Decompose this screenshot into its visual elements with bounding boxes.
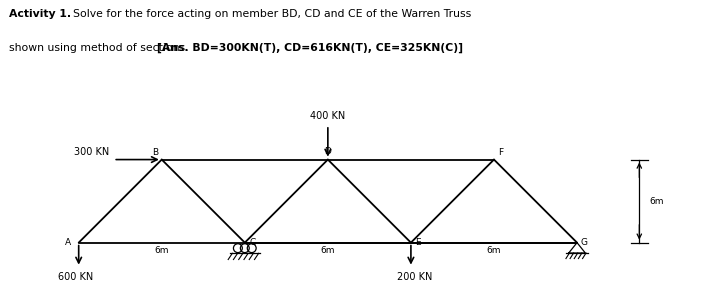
Text: E: E — [415, 238, 421, 247]
Text: 300 KN: 300 KN — [74, 148, 109, 158]
Text: [Ans. BD=300KN(T), CD=616KN(T), CE=325KN(C)]: [Ans. BD=300KN(T), CD=616KN(T), CE=325KN… — [157, 43, 462, 53]
Text: 6m: 6m — [154, 246, 169, 255]
Text: G: G — [580, 238, 587, 247]
Text: 600 KN: 600 KN — [58, 272, 93, 282]
Text: Activity 1.: Activity 1. — [9, 9, 71, 19]
Text: shown using method of sections.: shown using method of sections. — [9, 43, 192, 53]
Text: C: C — [250, 238, 256, 247]
Text: 200 KN: 200 KN — [397, 272, 433, 282]
Text: A: A — [65, 238, 70, 247]
Text: B: B — [151, 148, 158, 157]
Text: 6m: 6m — [321, 246, 335, 255]
Text: Solve for the force acting on member BD, CD and CE of the Warren Truss: Solve for the force acting on member BD,… — [66, 9, 471, 19]
Text: F: F — [498, 148, 503, 157]
Text: 400 KN: 400 KN — [310, 111, 345, 121]
Text: 6m: 6m — [487, 246, 501, 255]
Text: 6m: 6m — [649, 197, 663, 206]
Text: D: D — [325, 148, 331, 156]
